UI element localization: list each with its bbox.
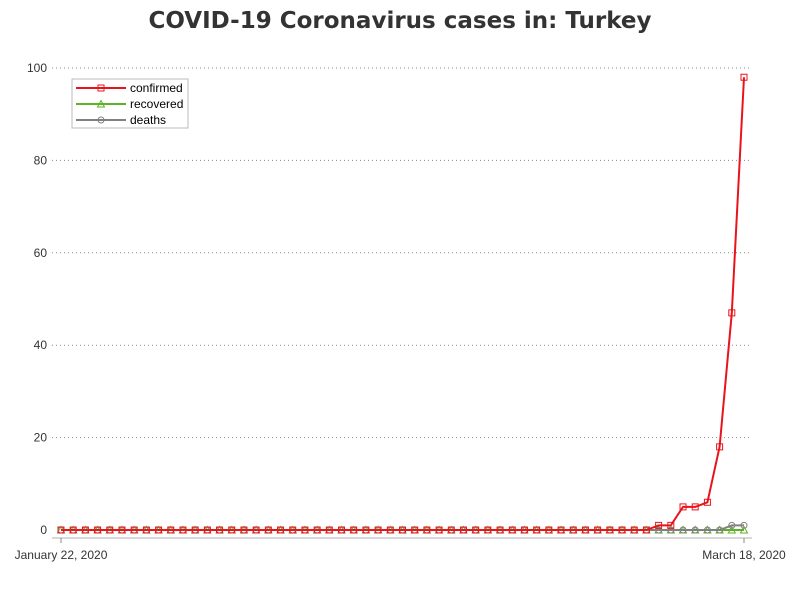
deaths-point-51: [679, 526, 687, 534]
confirmed-point-4: [106, 526, 114, 534]
confirmed-point-32: [447, 526, 455, 534]
confirmed-point-20: [301, 526, 309, 534]
y-tick-label-80: 80: [34, 153, 48, 167]
deaths-point-52: [691, 526, 699, 534]
deaths-point-49: [655, 526, 663, 534]
legend-item-recovered: recovered: [76, 97, 183, 111]
confirmed-point-7: [142, 526, 150, 534]
confirmed-point-24: [350, 526, 358, 534]
chart-title: COVID-19 Coronavirus cases in: Turkey: [148, 8, 652, 34]
legend-marker-deaths: [97, 116, 105, 124]
confirmed-point-5: [118, 526, 126, 534]
confirmed-point-33: [459, 526, 467, 534]
confirmed-point-23: [338, 526, 346, 534]
confirmed-point-21: [313, 526, 321, 534]
legend-label-recovered: recovered: [130, 97, 183, 111]
grid-lines: [52, 67, 752, 439]
confirmed-point-15: [240, 526, 248, 534]
confirmed-point-45: [606, 526, 614, 534]
legend-item-deaths: deaths: [76, 113, 166, 127]
confirmed-point-12: [203, 526, 211, 534]
legend-item-confirmed: confirmed: [76, 81, 183, 95]
recovered-point-55: [727, 525, 737, 534]
confirmed-point-50: [667, 521, 675, 529]
confirmed-point-16: [252, 526, 260, 534]
confirmed-point-51: [679, 503, 687, 511]
confirmed-point-11: [191, 526, 199, 534]
confirmed-point-19: [289, 526, 297, 534]
y-tick-label-40: 40: [34, 338, 48, 352]
confirmed-point-1: [69, 526, 77, 534]
confirmed-point-28: [399, 526, 406, 534]
y-tick-label-0: 0: [40, 523, 47, 537]
confirmed-point-31: [435, 526, 443, 534]
confirmed-point-42: [569, 526, 577, 534]
confirmed-point-9: [167, 526, 175, 534]
recovered-point-56: [739, 525, 749, 534]
legend-marker-confirmed: [97, 84, 105, 92]
confirmed-point-6: [130, 526, 138, 534]
confirmed-point-48: [642, 526, 650, 534]
confirmed-point-29: [411, 526, 419, 534]
confirmed-point-27: [386, 526, 394, 534]
confirmed-point-47: [630, 526, 638, 534]
y-tick-label-20: 20: [34, 431, 48, 445]
x-tick-label-0: January 22, 2020: [15, 548, 108, 562]
confirmed-point-56: [740, 73, 748, 81]
confirmed-point-54: [716, 443, 724, 451]
confirmed-point-53: [703, 498, 711, 506]
confirmed-point-40: [545, 526, 553, 534]
confirmed-point-17: [264, 526, 272, 534]
confirmed-point-8: [155, 526, 163, 534]
confirmed-point-10: [179, 526, 187, 534]
confirmed-point-14: [228, 526, 236, 534]
confirmed-point-39: [533, 526, 541, 534]
confirmed-point-44: [594, 526, 602, 534]
confirmed-point-22: [325, 526, 333, 534]
confirmed-point-49: [655, 521, 663, 529]
confirmed-point-35: [484, 526, 492, 534]
deaths-point-55: [728, 521, 736, 529]
y-tick-label-100: 100: [27, 61, 47, 75]
confirmed-line: [61, 77, 745, 531]
confirmed-point-52: [691, 503, 699, 511]
confirmed-point-2: [81, 526, 89, 534]
confirmed-point-36: [496, 526, 504, 534]
series-confirmed: [57, 73, 748, 534]
confirmed-point-41: [557, 526, 565, 534]
confirmed-point-46: [618, 526, 626, 534]
confirmed-point-55: [728, 309, 736, 317]
deaths-point-50: [667, 526, 675, 534]
confirmed-point-13: [216, 526, 224, 534]
confirmed-point-34: [472, 526, 480, 534]
axes: 0 20 40 60 80 100 January 22, 2020 March 18, 20…: [15, 61, 786, 562]
legend-label-deaths: deaths: [130, 113, 166, 127]
deaths-point-53: [703, 526, 711, 534]
confirmed-point-37: [508, 526, 516, 534]
legend: confirmed recovered deaths: [71, 78, 189, 129]
confirmed-point-3: [94, 526, 102, 534]
legend-marker-recovered: [96, 99, 106, 108]
confirmed-point-18: [277, 526, 285, 534]
confirmed-point-26: [374, 526, 382, 534]
legend-label-confirmed: confirmed: [130, 81, 183, 95]
confirmed-point-30: [423, 526, 431, 534]
confirmed-point-38: [520, 526, 528, 534]
confirmed-point-25: [362, 526, 370, 534]
confirmed-point-0: [57, 526, 65, 534]
deaths-point-56: [740, 521, 748, 529]
deaths-point-54: [716, 526, 724, 534]
y-tick-label-60: 60: [34, 246, 48, 260]
series-layer: [56, 73, 749, 534]
confirmed-point-43: [581, 526, 589, 534]
x-tick-label-1: March 18, 2020: [702, 548, 786, 562]
